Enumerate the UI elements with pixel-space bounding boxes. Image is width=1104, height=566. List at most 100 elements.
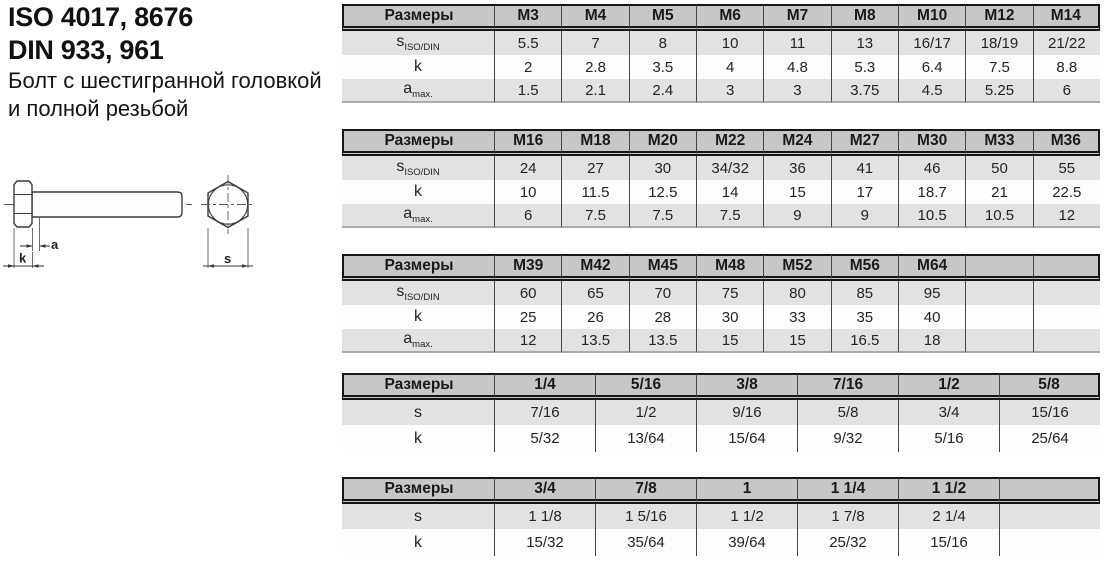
dimension-row: sISO/DIN 5.5 7 8 10 11 13 16/17 18/19 21/22: [342, 31, 1100, 55]
dimension-value: 2.1: [561, 79, 629, 103]
dimension-symbol-subscript: ISO/DIN: [404, 167, 440, 179]
size-column-header: 7/16: [797, 373, 898, 400]
dimension-value: 9: [763, 204, 831, 228]
size-column-header: M5: [628, 4, 696, 31]
size-column-header: 3/8: [696, 373, 797, 400]
size-column-header: M20: [628, 129, 696, 156]
sizes-header-label: Размеры: [342, 4, 494, 31]
dimension-value: 4: [695, 55, 764, 79]
table-header-row: Размеры 1/4 5/16 3/8 7/16 1/2 5/8: [342, 373, 1100, 400]
size-column-header: M3: [494, 4, 562, 31]
dimension-value: 3/4: [898, 400, 999, 425]
dimension-symbol-subscript: max.: [412, 89, 433, 101]
dimension-row: s 7/16 1/2 9/16 5/8 3/4 15/16: [342, 400, 1100, 425]
dimension-value: 65: [561, 281, 629, 305]
size-column-header: M45: [628, 254, 696, 281]
table-inch-small: Размеры 1/4 5/16 3/8 7/16 1/2 5/8 s 7/16 1/2 9/16 5…: [342, 373, 1100, 452]
dimension-value: 24: [494, 156, 562, 180]
dimension-value: 1 1/8: [494, 504, 595, 529]
dimension-value: 1 1/2: [696, 504, 797, 529]
dim-s-arrow-right: [242, 264, 248, 268]
dimension-value: 27: [561, 156, 629, 180]
dimension-symbol-subscript: ISO/DIN: [404, 292, 440, 304]
dimension-value: 40: [897, 305, 966, 329]
size-column-header: M33: [965, 129, 1033, 156]
dimension-value: [1032, 281, 1100, 305]
iso-standards-title: ISO 4017, 8676: [8, 2, 193, 32]
din-standards-title: DIN 933, 961: [8, 35, 164, 65]
size-column-header: M22: [695, 129, 764, 156]
dimension-value: 15/16: [898, 529, 999, 556]
size-column-header: M30: [897, 129, 966, 156]
dimension-value: 35/64: [595, 529, 696, 556]
dimension-value: 25/32: [797, 529, 898, 556]
dimension-value: 41: [830, 156, 898, 180]
dimension-value: 18: [897, 329, 966, 353]
dimension-row: amax. 12 13.5 13.5 15 15 16.5 18: [342, 329, 1100, 353]
dimension-row: amax. 1.5 2.1 2.4 3 3 3.75 4.5 5.25 6: [342, 79, 1100, 103]
dimension-symbol: sISO/DIN: [342, 31, 494, 55]
dimension-value: 7/16: [494, 400, 595, 425]
dimension-symbol: sISO/DIN: [342, 156, 494, 180]
dimension-value: 15/16: [999, 400, 1100, 425]
size-column-header: 5/16: [595, 373, 696, 400]
size-column-header: M14: [1032, 4, 1100, 31]
dimension-value: 5/32: [494, 425, 595, 452]
table-header-row: Размеры M16 M18 M20 M22 M24 M27 M30 M33 M36: [342, 129, 1100, 156]
size-column-header: M12: [965, 4, 1033, 31]
dimension-value: 4.5: [897, 79, 966, 103]
table-header-row: Размеры M3 M4 M5 M6 M7 M8 M10 M12 M14: [342, 4, 1100, 31]
size-column-header: M36: [1032, 129, 1100, 156]
table-inch-large: Размеры 3/4 7/8 1 1 1/4 1 1/2 s 1 1/8 1 5/16 1 1/…: [342, 477, 1100, 556]
dimension-row: sISO/DIN 24 27 30 34/32 36 41 46 50 55: [342, 156, 1100, 180]
dimension-value: 13/64: [595, 425, 696, 452]
dimension-value: [999, 529, 1100, 556]
size-column-header: [965, 254, 1033, 281]
dimension-value: [965, 305, 1033, 329]
size-column-header: [1032, 254, 1100, 281]
size-column-header: 1 1/4: [797, 477, 898, 504]
size-column-header: M10: [897, 4, 966, 31]
dimension-value: 7.5: [695, 204, 764, 228]
dimension-row: k 5/32 13/64 15/64 9/32 5/16 25/64: [342, 425, 1100, 452]
title-block: ISO 4017, 8676 DIN 933, 961 Болт с шести…: [8, 1, 322, 123]
dimension-symbol: k: [342, 180, 494, 204]
dimension-value: 95: [897, 281, 966, 305]
dimension-value: 26: [561, 305, 629, 329]
dimension-value: 50: [965, 156, 1033, 180]
table-header-row: Размеры M39 M42 M45 M48 M52 M56 M64: [342, 254, 1100, 281]
dimension-value: 10: [494, 180, 562, 204]
size-column-header: 7/8: [595, 477, 696, 504]
dimension-value: 7.5: [561, 204, 629, 228]
dim-a-label: a: [51, 237, 59, 252]
size-column-header: 1/4: [494, 373, 595, 400]
table-metric-m3-m14: Размеры M3 M4 M5 M6 M7 M8 M10 M12 M14 sISO/DIN 5.5 7…: [342, 4, 1100, 103]
size-column-header: M4: [561, 4, 629, 31]
dimension-symbol-subscript: max.: [412, 339, 433, 351]
dimension-value: 5.5: [494, 31, 562, 55]
size-column-header: 1 1/2: [898, 477, 999, 504]
dimensions-table: Размеры 1/4 5/16 3/8 7/16 1/2 5/8 s 7/16 1/2 9/16 5…: [342, 373, 1100, 452]
dimension-value: 2.8: [561, 55, 629, 79]
size-column-header: M48: [695, 254, 764, 281]
dimension-value: 15/64: [696, 425, 797, 452]
dimension-value: 15: [763, 180, 831, 204]
dimension-symbol: s: [342, 504, 494, 529]
dimension-value: 11.5: [561, 180, 629, 204]
dimension-value: 7.5: [965, 55, 1033, 79]
dimension-symbol: sISO/DIN: [342, 281, 494, 305]
dimension-value: 10.5: [897, 204, 966, 228]
dimension-value: 6: [494, 204, 562, 228]
dimension-row: k 10 11.5 12.5 14 15 17 18.7 21 22.5: [342, 180, 1100, 204]
dimension-row: k 25 26 28 30 33 35 40: [342, 305, 1100, 329]
dimension-value: 10: [695, 31, 764, 55]
dimension-value: 39/64: [696, 529, 797, 556]
dimension-value: 5.25: [965, 79, 1033, 103]
size-column-header: M18: [561, 129, 629, 156]
dimension-value: 2.4: [628, 79, 696, 103]
dimension-value: 13: [830, 31, 898, 55]
dimension-value: 15/32: [494, 529, 595, 556]
size-column-header: 1: [696, 477, 797, 504]
dimension-symbol: s: [342, 400, 494, 425]
dimension-symbol: k: [342, 55, 494, 79]
